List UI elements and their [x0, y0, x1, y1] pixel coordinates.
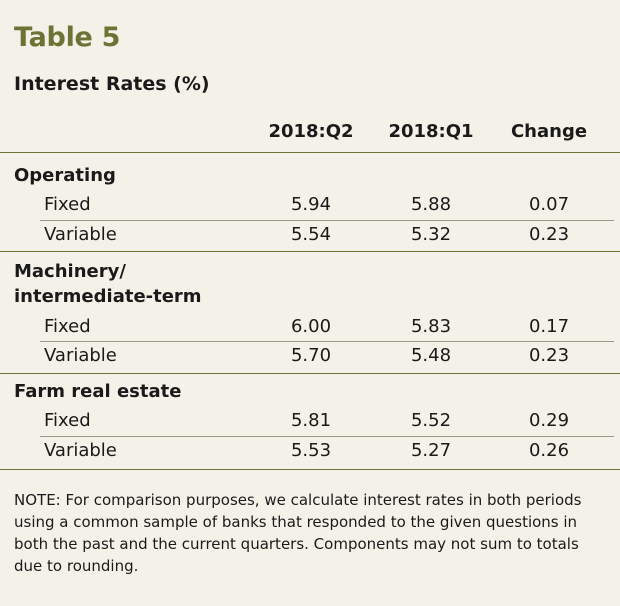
table-note: NOTE: For comparison purposes, we calcul… — [14, 491, 582, 575]
table-row: Fixed 5.81 5.52 0.29 — [0, 410, 620, 438]
group-label: intermediate-term — [14, 286, 202, 307]
table-subtitle: Interest Rates (%) — [14, 73, 210, 95]
row-label: Variable — [44, 224, 117, 245]
value-2018-q2: 5.81 — [290, 410, 332, 431]
row-label: Fixed — [44, 410, 91, 431]
row-label: Fixed — [44, 316, 91, 337]
value-2018-q1: 5.32 — [410, 224, 452, 245]
group-rule — [0, 251, 620, 252]
group-label: Operating — [14, 165, 116, 186]
value-2018-q1: 5.52 — [410, 410, 452, 431]
group-header-machinery: Machinery/ — [0, 261, 620, 289]
row-divider — [40, 436, 614, 437]
group-label: Machinery/ — [14, 261, 126, 282]
header-rule — [0, 152, 620, 153]
value-2018-q1: 5.83 — [410, 316, 452, 337]
value-2018-q1: 5.27 — [410, 440, 452, 461]
value-2018-q1: 5.48 — [410, 345, 452, 366]
value-2018-q2: 5.94 — [290, 194, 332, 215]
value-change: 0.07 — [528, 194, 570, 215]
group-header-operating: Operating — [0, 165, 620, 193]
value-change: 0.17 — [528, 316, 570, 337]
group-rule — [0, 373, 620, 374]
table-row: Fixed 6.00 5.83 0.17 — [0, 316, 620, 344]
value-2018-q2: 5.54 — [290, 224, 332, 245]
row-label: Fixed — [44, 194, 91, 215]
value-change: 0.23 — [528, 345, 570, 366]
table-row: Fixed 5.94 5.88 0.07 — [0, 194, 620, 222]
value-2018-q1: 5.88 — [410, 194, 452, 215]
value-change: 0.26 — [528, 440, 570, 461]
value-2018-q2: 5.70 — [290, 345, 332, 366]
table-row: Variable 5.54 5.32 0.23 — [0, 224, 620, 252]
column-header-row: 2018:Q2 2018:Q1 Change — [0, 121, 620, 147]
group-header-machinery-line-2: intermediate-term — [0, 286, 620, 314]
table-title: Table 5 — [14, 22, 121, 53]
table-bottom-rule — [0, 469, 620, 470]
row-divider — [40, 341, 614, 342]
value-change: 0.23 — [528, 224, 570, 245]
value-2018-q2: 5.53 — [290, 440, 332, 461]
row-label: Variable — [44, 440, 117, 461]
row-label: Variable — [44, 345, 117, 366]
group-label: Farm real estate — [14, 381, 182, 402]
value-change: 0.29 — [528, 410, 570, 431]
column-header-change: Change — [510, 121, 588, 142]
row-divider — [40, 220, 614, 221]
value-2018-q2: 6.00 — [290, 316, 332, 337]
group-header-farm-real-estate: Farm real estate — [0, 381, 620, 409]
table-row: Variable 5.70 5.48 0.23 — [0, 345, 620, 373]
column-header-2018-q2: 2018:Q2 — [268, 121, 354, 142]
table-row: Variable 5.53 5.27 0.26 — [0, 440, 620, 468]
column-header-2018-q1: 2018:Q1 — [388, 121, 474, 142]
